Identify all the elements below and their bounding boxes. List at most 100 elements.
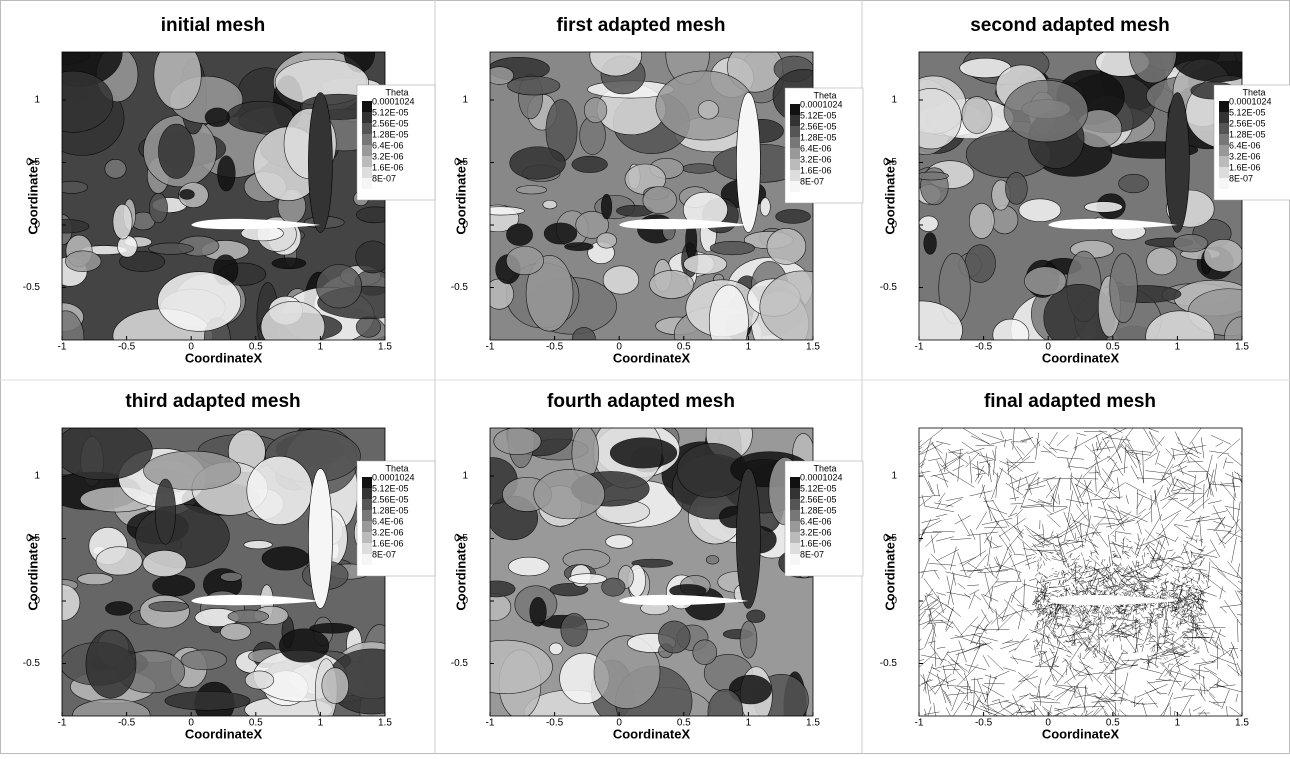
contour-region xyxy=(490,580,516,598)
contour-region xyxy=(493,428,542,456)
shock-region xyxy=(308,92,333,233)
contour-region xyxy=(62,180,89,194)
panel-title: initial mesh xyxy=(161,15,266,36)
legend-label: 5.12E-05 xyxy=(800,483,837,493)
legend-label: 6.4E-06 xyxy=(372,140,404,150)
y-tick-label: 0 xyxy=(462,220,468,231)
panel-title: second adapted mesh xyxy=(970,15,1170,36)
legend-swatch xyxy=(362,510,372,521)
plot-area xyxy=(919,428,1242,716)
contour-region xyxy=(602,265,640,295)
legend-swatch xyxy=(790,170,800,181)
legend-title: Theta xyxy=(813,90,836,100)
contour-region xyxy=(490,639,553,694)
y-tick-label: 1 xyxy=(34,471,40,482)
contour-region xyxy=(649,270,695,299)
x-tick-label: 1 xyxy=(1175,718,1181,729)
legend-label: 8E-07 xyxy=(372,173,396,183)
panel-title: final adapted mesh xyxy=(984,391,1156,412)
legend-swatch xyxy=(362,477,372,488)
panel-title: fourth adapted mesh xyxy=(547,391,735,412)
contour-region xyxy=(95,546,143,576)
contour-region xyxy=(204,107,230,127)
contour-region xyxy=(1173,234,1209,253)
legend-label: 5.12E-05 xyxy=(1229,107,1266,117)
airfoil xyxy=(619,594,749,606)
contour-region xyxy=(355,316,381,338)
y-tick-label: 0 xyxy=(34,220,40,231)
shock-region xyxy=(736,92,761,233)
contour-region xyxy=(697,100,719,120)
contour-region xyxy=(490,206,525,216)
contour-region xyxy=(609,437,678,469)
legend-swatch xyxy=(362,543,372,554)
y-tick-label: 0.5 xyxy=(883,157,897,168)
y-tick-label: -0.5 xyxy=(451,658,469,669)
y-tick-label: 0 xyxy=(891,596,897,607)
legend: Theta0.00010245.12E-052.56E-051.28E-056.… xyxy=(356,84,436,201)
legend-swatch xyxy=(1219,134,1229,145)
x-tick-label: 1 xyxy=(746,718,752,729)
contour-region xyxy=(152,574,196,597)
legend-label: 5.12E-05 xyxy=(372,483,409,493)
contour-region xyxy=(572,327,596,340)
x-tick-label: 1 xyxy=(318,718,324,729)
legend-label: 1.6E-06 xyxy=(1229,162,1261,172)
legend-swatch xyxy=(790,543,800,554)
legend-label: 3.2E-06 xyxy=(800,154,832,164)
legend-swatch xyxy=(362,532,372,543)
contour-region xyxy=(600,193,613,220)
x-tick-label: 1 xyxy=(1175,342,1181,353)
legend: Theta0.00010245.12E-052.56E-051.28E-056.… xyxy=(356,460,436,577)
contour-region xyxy=(227,609,270,624)
x-tick-label: 1.5 xyxy=(378,342,392,353)
x-tick-label: -1 xyxy=(915,342,924,353)
legend-swatch xyxy=(362,101,372,112)
y-tick-label: 1 xyxy=(891,95,897,106)
legend-label: 0.0001024 xyxy=(800,472,843,482)
y-tick-label: 0.5 xyxy=(26,157,40,168)
legend-swatch xyxy=(362,488,372,499)
contour-region xyxy=(1084,201,1123,213)
legend-swatch xyxy=(362,521,372,532)
x-tick-label: 0 xyxy=(616,718,622,729)
contour-region xyxy=(507,76,561,96)
y-axis-label: CoordinateY xyxy=(25,533,40,611)
contour-region xyxy=(705,555,720,565)
legend-swatch xyxy=(1219,156,1229,167)
contour-region xyxy=(143,450,242,491)
legend-swatch xyxy=(790,126,800,137)
legend-swatch xyxy=(790,510,800,521)
panel: first adapted mesh -1 -0.5 0 0.5 1 1.5 -0.5 0 0.5… xyxy=(451,15,864,365)
airfoil xyxy=(191,218,321,230)
x-tick-label: 0.5 xyxy=(677,718,691,729)
y-axis-label: CoordinateY xyxy=(453,533,468,611)
plot-area xyxy=(919,52,1242,340)
legend-label: 3.2E-06 xyxy=(1229,151,1261,161)
x-tick-label: 1.5 xyxy=(378,718,392,729)
airfoil xyxy=(619,218,749,230)
contour-region xyxy=(261,546,310,571)
contour-region xyxy=(968,203,995,239)
contour-region xyxy=(321,667,349,704)
x-tick-label: -0.5 xyxy=(546,718,564,729)
contour-region xyxy=(990,205,1019,235)
contour-region xyxy=(919,300,963,340)
contour-region xyxy=(1203,239,1242,273)
contour-region xyxy=(243,540,273,550)
legend-label: 2.56E-05 xyxy=(800,121,837,131)
panel: fourth adapted mesh -1 -0.5 0 0.5 1 1.5 -0.5 0 0.… xyxy=(451,391,864,741)
contour-region xyxy=(217,155,236,192)
contour-region xyxy=(105,601,133,616)
legend-label: 0.0001024 xyxy=(372,96,415,106)
legend-title: Theta xyxy=(1242,87,1265,97)
contour-region xyxy=(180,649,228,671)
legend-swatch xyxy=(790,104,800,115)
legend-label: 1.28E-05 xyxy=(372,505,409,515)
legend-swatch xyxy=(790,181,800,192)
y-tick-label: -0.5 xyxy=(23,658,41,669)
contour-region xyxy=(992,318,1030,340)
contour-region xyxy=(605,534,634,549)
contour-region xyxy=(728,674,772,705)
contour-region xyxy=(271,257,307,270)
